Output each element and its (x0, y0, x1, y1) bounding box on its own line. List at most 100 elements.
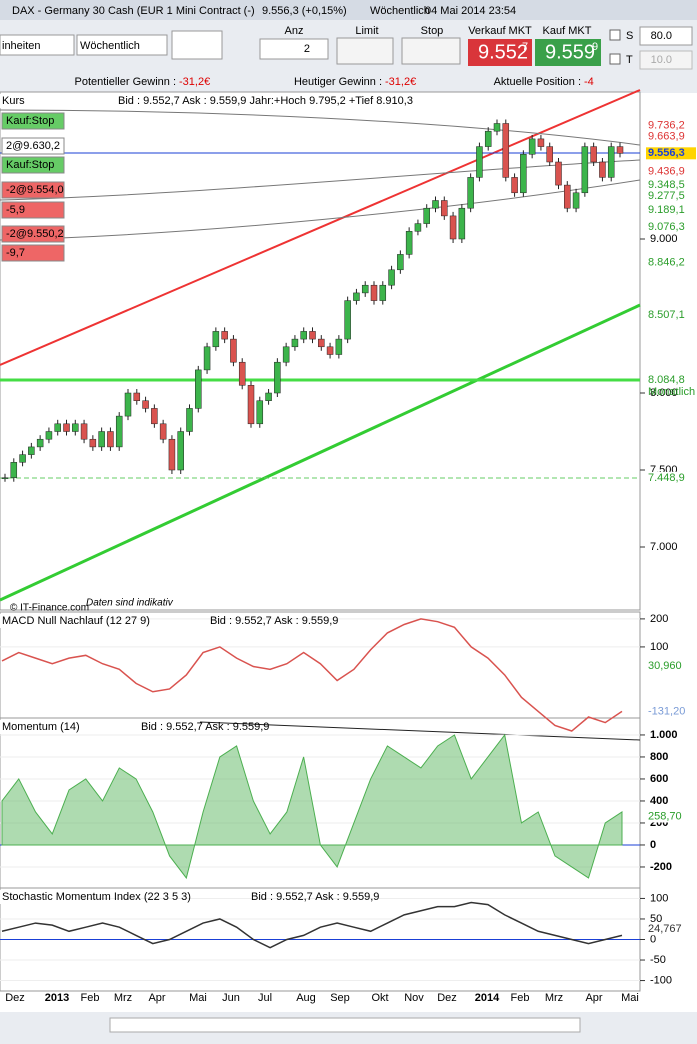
t-checkbox[interactable] (609, 53, 621, 65)
limit-button[interactable] (336, 37, 394, 65)
candle (186, 408, 193, 432)
y-tick-label: 50 (650, 913, 662, 925)
order-label: -2@9.554,0 (6, 184, 64, 196)
candle (397, 254, 404, 271)
chart-type-button[interactable] (171, 30, 223, 60)
price-marker: 9.189,1 (648, 204, 685, 216)
candle (80, 423, 88, 440)
x-tick-label: Feb (511, 992, 530, 1004)
resistance-line (0, 89, 641, 366)
order-box[interactable] (1, 137, 65, 155)
x-tick-label: Nov (404, 992, 424, 1004)
candle (115, 415, 123, 448)
panel-subtitle: Bid : 9.552,7 Ask : 9.559,9 (251, 891, 379, 903)
order-box[interactable] (1, 201, 65, 219)
period-select[interactable] (76, 34, 168, 56)
candle (247, 385, 255, 425)
candle (274, 361, 281, 394)
candle (458, 207, 466, 240)
s-checkbox[interactable] (609, 29, 621, 41)
order-label: -2@9.550,2 (6, 228, 64, 240)
today-value: -31,2€ (385, 76, 416, 88)
indicator-line (1, 901, 623, 949)
candle (1, 477, 9, 479)
order-box[interactable] (1, 225, 65, 243)
candle (502, 123, 510, 178)
price-marker: 9.348,5 (648, 179, 685, 191)
s-value: 80.0 (651, 30, 672, 42)
candle (159, 423, 167, 440)
sell-label: Verkauf MKT (468, 25, 532, 37)
price-marker: 30,960 (648, 660, 682, 672)
candle (353, 292, 360, 301)
price-marker-bg (646, 179, 696, 192)
indicator-line (1, 618, 623, 732)
t-input[interactable] (639, 50, 693, 70)
position-label: Aktuelle Position : (494, 76, 581, 88)
order-box[interactable] (1, 112, 65, 130)
buy-decimal: 9 (592, 41, 598, 53)
stop-button[interactable] (401, 37, 461, 65)
price-marker-bg (646, 147, 696, 160)
price-marker: 7.448,9 (648, 472, 685, 484)
candle (282, 346, 290, 363)
price-marker: 9.277,5 (648, 190, 685, 202)
macd-panel (0, 611, 641, 719)
order-box[interactable] (1, 244, 65, 262)
panel-header-bg (0, 94, 22, 108)
sell-decimal: 7 (522, 41, 528, 53)
price-marker: -131,20 (648, 706, 685, 718)
unit-select[interactable] (0, 34, 75, 56)
candle (379, 284, 387, 301)
order-label: 2@9.630,2 (6, 140, 60, 152)
t-label: T (626, 54, 633, 66)
y-tick-label: 100 (650, 641, 668, 653)
y-tick-label: -200 (650, 861, 672, 873)
candle (309, 331, 316, 340)
scrollbar[interactable] (109, 1017, 581, 1033)
candle (89, 438, 97, 448)
candle (19, 454, 26, 463)
buy-button[interactable] (535, 39, 601, 66)
datetime: 04 Mai 2014 23:54 (425, 5, 516, 17)
panel-header-bg (0, 720, 80, 734)
x-tick-label: Mai (189, 992, 207, 1004)
candle (581, 146, 589, 194)
price-marker: 8.507,1 (648, 309, 685, 321)
x-tick-label: Apr (585, 992, 602, 1004)
anz-input[interactable] (259, 38, 329, 60)
y-tick-label: 0 (650, 933, 656, 945)
candle (291, 338, 299, 348)
main-panel (0, 91, 641, 611)
candle (564, 184, 571, 209)
candle (555, 161, 562, 186)
price-marker-bg (646, 119, 696, 132)
candle (607, 146, 615, 178)
anz-value: 2 (304, 43, 310, 55)
candle (28, 446, 35, 455)
candle (36, 438, 44, 448)
order-box[interactable] (1, 181, 65, 199)
panel-title: Kurs (2, 95, 25, 107)
y-tick-label: 200 (650, 613, 668, 625)
limit-label: Limit (355, 25, 378, 37)
candle (546, 146, 553, 163)
x-tick-label: Dez (437, 992, 457, 1004)
panel-header-bg (0, 614, 80, 628)
panel-title: Momentum (14) (2, 721, 80, 733)
y-tick-label: -100 (650, 974, 672, 986)
s-input[interactable] (639, 26, 693, 46)
candle (221, 331, 228, 340)
x-tick-label: Okt (371, 992, 388, 1004)
price-marker: 9.556,3 (648, 147, 685, 159)
candle (168, 438, 176, 471)
sell-button[interactable] (468, 39, 532, 66)
order-box[interactable] (1, 156, 65, 174)
price-marker-bg (646, 705, 696, 718)
order-label: -5,9 (6, 204, 25, 216)
candle (467, 177, 474, 209)
interval: Wöchentlich (370, 5, 430, 17)
s-label: S (626, 30, 633, 42)
candle (63, 423, 70, 432)
candle (318, 338, 325, 348)
